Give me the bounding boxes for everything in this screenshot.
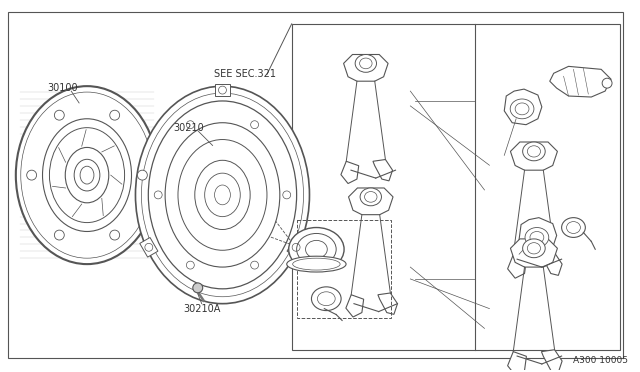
Ellipse shape [305, 240, 327, 258]
Polygon shape [504, 89, 542, 125]
Ellipse shape [292, 258, 340, 270]
Ellipse shape [289, 228, 344, 271]
Text: SEE SEC.321: SEE SEC.321 [214, 69, 276, 79]
Polygon shape [287, 237, 305, 257]
Circle shape [602, 78, 612, 88]
Circle shape [109, 230, 120, 240]
Ellipse shape [312, 287, 341, 311]
Ellipse shape [287, 256, 346, 272]
Text: 30210: 30210 [173, 123, 204, 133]
Ellipse shape [296, 234, 336, 265]
Polygon shape [550, 66, 611, 97]
Text: A300 10005: A300 10005 [573, 356, 628, 365]
Polygon shape [519, 218, 557, 253]
Ellipse shape [178, 140, 267, 250]
Bar [292, 24, 620, 350]
Ellipse shape [42, 119, 131, 231]
Bar [296, 219, 390, 318]
Ellipse shape [141, 93, 303, 297]
Ellipse shape [205, 173, 240, 217]
Ellipse shape [355, 54, 376, 72]
Ellipse shape [20, 92, 153, 258]
Ellipse shape [562, 218, 586, 237]
Polygon shape [349, 188, 393, 215]
Ellipse shape [525, 228, 548, 247]
Ellipse shape [530, 231, 544, 243]
Polygon shape [341, 161, 358, 183]
Ellipse shape [566, 222, 580, 234]
Ellipse shape [74, 159, 100, 191]
Circle shape [193, 283, 203, 293]
Text: 30100: 30100 [47, 83, 78, 93]
Polygon shape [373, 160, 392, 181]
Ellipse shape [515, 103, 529, 115]
Polygon shape [541, 253, 562, 275]
Ellipse shape [65, 147, 109, 203]
Polygon shape [508, 352, 527, 372]
Ellipse shape [523, 239, 545, 258]
Polygon shape [344, 54, 388, 81]
Circle shape [109, 110, 120, 120]
Ellipse shape [148, 101, 296, 289]
Ellipse shape [527, 146, 541, 157]
Ellipse shape [195, 160, 250, 230]
Circle shape [27, 170, 36, 180]
Ellipse shape [523, 142, 545, 161]
Circle shape [54, 230, 64, 240]
Ellipse shape [80, 166, 94, 184]
Text: 30210A: 30210A [183, 304, 220, 314]
Ellipse shape [49, 128, 125, 222]
Ellipse shape [527, 243, 541, 254]
Polygon shape [541, 350, 562, 372]
Polygon shape [508, 255, 527, 278]
Ellipse shape [214, 185, 230, 205]
Ellipse shape [510, 99, 534, 119]
Ellipse shape [136, 86, 310, 304]
Ellipse shape [365, 192, 377, 202]
Polygon shape [378, 293, 397, 314]
Circle shape [138, 170, 147, 180]
Polygon shape [511, 239, 557, 267]
Ellipse shape [360, 188, 381, 206]
Polygon shape [346, 295, 364, 317]
Polygon shape [140, 237, 158, 257]
Ellipse shape [16, 86, 158, 264]
Polygon shape [214, 84, 230, 96]
Ellipse shape [360, 58, 372, 69]
Polygon shape [511, 142, 557, 170]
Circle shape [54, 110, 64, 120]
Ellipse shape [317, 292, 335, 306]
Ellipse shape [165, 123, 280, 267]
